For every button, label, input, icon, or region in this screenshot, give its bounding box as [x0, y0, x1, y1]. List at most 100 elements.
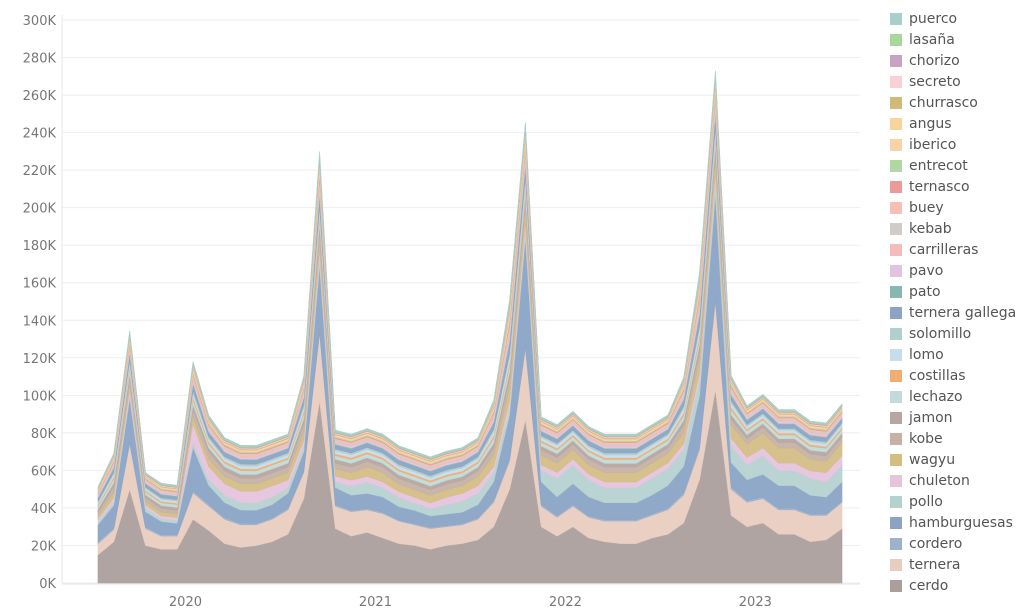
legend-label: kobe: [909, 430, 943, 447]
legend-item[interactable]: cordero: [890, 533, 1023, 554]
legend-item[interactable]: buey: [890, 197, 1023, 218]
legend-label: ternera gallega: [909, 304, 1017, 321]
legend-label: lasaña: [909, 31, 955, 48]
y-tick-label: 200K: [23, 202, 57, 217]
legend-swatch: [890, 432, 902, 445]
legend-label: chorizo: [909, 52, 960, 69]
x-tick-label: 2020: [169, 595, 202, 610]
legend-item[interactable]: jamon: [890, 407, 1023, 428]
legend-item[interactable]: kebab: [890, 218, 1023, 239]
y-tick-label: 280K: [23, 52, 57, 67]
y-tick-label: 260K: [23, 89, 57, 104]
legend-swatch: [890, 453, 902, 466]
legend-item[interactable]: lomo: [890, 344, 1023, 365]
x-tick-label: 2021: [359, 595, 392, 610]
legend: puerco lasaña chorizo secreto churrasco angus…: [890, 8, 1023, 596]
legend-label: jamon: [909, 409, 953, 426]
legend-item[interactable]: pavo: [890, 260, 1023, 281]
legend-item[interactable]: churrasco: [890, 92, 1023, 113]
legend-item[interactable]: wagyu: [890, 449, 1023, 470]
x-tick-label: 2022: [549, 595, 582, 610]
legend-label: lechazo: [909, 388, 963, 405]
y-tick-label: 300K: [23, 14, 57, 29]
legend-item[interactable]: pato: [890, 281, 1023, 302]
legend-label: angus: [909, 115, 952, 132]
legend-item[interactable]: carrilleras: [890, 239, 1023, 260]
legend-swatch: [890, 117, 902, 130]
legend-label: carrilleras: [909, 241, 979, 258]
legend-label: churrasco: [909, 94, 978, 111]
legend-item[interactable]: angus: [890, 113, 1023, 134]
legend-swatch: [890, 516, 902, 529]
legend-item[interactable]: chuleton: [890, 470, 1023, 491]
legend-swatch: [890, 285, 902, 298]
legend-swatch: [890, 579, 902, 592]
legend-swatch: [890, 243, 902, 256]
legend-label: solomillo: [909, 325, 972, 342]
legend-item[interactable]: lasaña: [890, 29, 1023, 50]
y-tick-label: 20K: [31, 539, 57, 554]
y-axis: 0K 20K 40K 60K 80K 100K 120K 140K 160K 180K 200K 22…: [23, 14, 63, 592]
legend-label: entrecot: [909, 157, 968, 174]
legend-label: secreto: [909, 73, 961, 90]
legend-label: chuleton: [909, 472, 970, 489]
y-tick-label: 160K: [23, 277, 57, 292]
y-tick-label: 240K: [23, 127, 57, 142]
legend-item[interactable]: ternera: [890, 554, 1023, 575]
legend-swatch: [890, 264, 902, 277]
y-tick-label: 100K: [23, 389, 57, 404]
legend-item[interactable]: iberico: [890, 134, 1023, 155]
y-tick-label: 220K: [23, 164, 57, 179]
legend-item[interactable]: costillas: [890, 365, 1023, 386]
legend-item[interactable]: secreto: [890, 71, 1023, 92]
legend-label: lomo: [909, 346, 944, 363]
legend-label: wagyu: [909, 451, 956, 468]
legend-swatch: [890, 390, 902, 403]
y-tick-label: 60K: [31, 464, 57, 479]
legend-item[interactable]: kobe: [890, 428, 1023, 449]
legend-label: puerco: [909, 10, 958, 27]
legend-label: costillas: [909, 367, 966, 384]
legend-item[interactable]: ternera gallega: [890, 302, 1023, 323]
legend-item[interactable]: hamburguesas: [890, 512, 1023, 533]
area-series-group: [97, 70, 843, 584]
legend-label: pato: [909, 283, 941, 300]
legend-label: kebab: [909, 220, 952, 237]
legend-swatch: [890, 138, 902, 151]
legend-swatch: [890, 306, 902, 319]
legend-swatch: [890, 96, 902, 109]
legend-swatch: [890, 222, 902, 235]
legend-label: ternera: [909, 556, 961, 573]
legend-swatch: [890, 159, 902, 172]
y-tick-label: 80K: [31, 427, 57, 442]
y-tick-label: 140K: [23, 314, 57, 329]
legend-swatch: [890, 348, 902, 361]
legend-label: cerdo: [909, 577, 949, 594]
legend-label: iberico: [909, 136, 957, 153]
y-tick-label: 40K: [31, 502, 57, 517]
legend-label: pollo: [909, 493, 943, 510]
legend-item[interactable]: solomillo: [890, 323, 1023, 344]
legend-swatch: [890, 369, 902, 382]
legend-label: ternasco: [909, 178, 970, 195]
y-tick-label: 0K: [39, 577, 56, 592]
legend-label: pavo: [909, 262, 944, 279]
y-tick-label: 180K: [23, 239, 57, 254]
legend-swatch: [890, 411, 902, 424]
legend-item[interactable]: puerco: [890, 8, 1023, 29]
legend-item[interactable]: pollo: [890, 491, 1023, 512]
legend-item[interactable]: entrecot: [890, 155, 1023, 176]
x-axis: 2020 2021 2022 2023: [62, 583, 860, 610]
legend-swatch: [890, 12, 902, 25]
legend-swatch: [890, 54, 902, 67]
area-puerco: [97, 70, 843, 488]
legend-item[interactable]: ternasco: [890, 176, 1023, 197]
legend-item[interactable]: cerdo: [890, 575, 1023, 596]
legend-item[interactable]: lechazo: [890, 386, 1023, 407]
legend-item[interactable]: chorizo: [890, 50, 1023, 71]
legend-swatch: [890, 33, 902, 46]
legend-label: buey: [909, 199, 944, 216]
legend-swatch: [890, 474, 902, 487]
legend-swatch: [890, 537, 902, 550]
